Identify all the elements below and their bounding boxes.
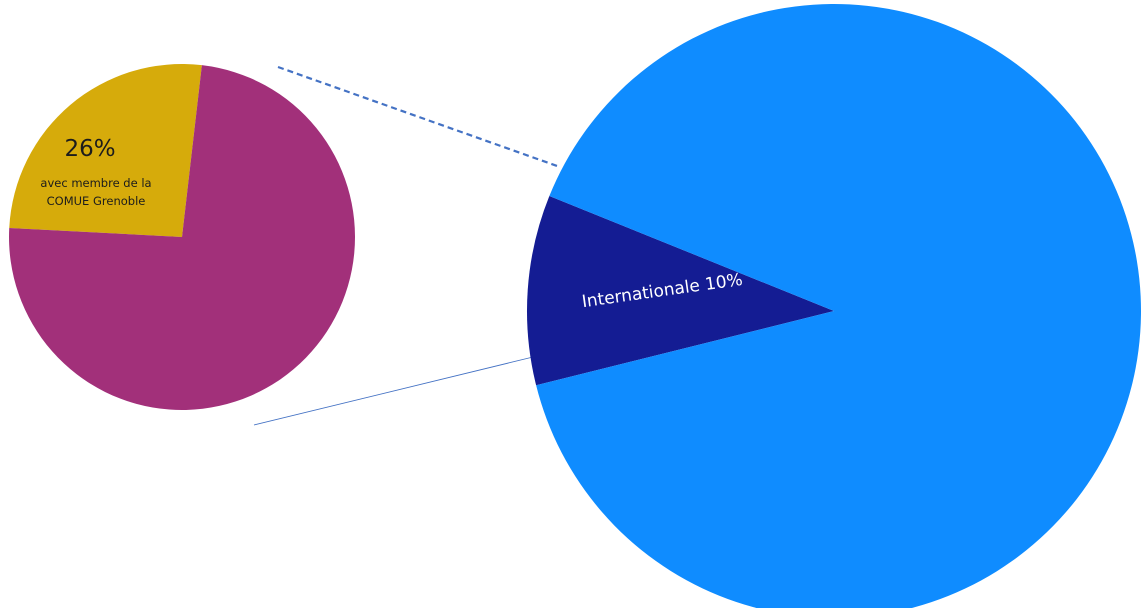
small-pie-slice-percent-label: 26% <box>64 136 115 162</box>
big-pie-slice-2 <box>536 3 1141 608</box>
big-pie <box>526 3 1141 608</box>
small-pie-slice-1 <box>9 64 202 237</box>
small-pie-slice-2 <box>9 65 356 411</box>
big-pie-slice-1 <box>526 196 834 386</box>
small-pie <box>9 64 356 411</box>
small-pie-slice-description-line-1: avec membre de la <box>40 176 151 190</box>
connector-line-bottom <box>253 356 534 426</box>
small-pie-slice-description-line-2: COMUE Grenoble <box>47 194 146 208</box>
